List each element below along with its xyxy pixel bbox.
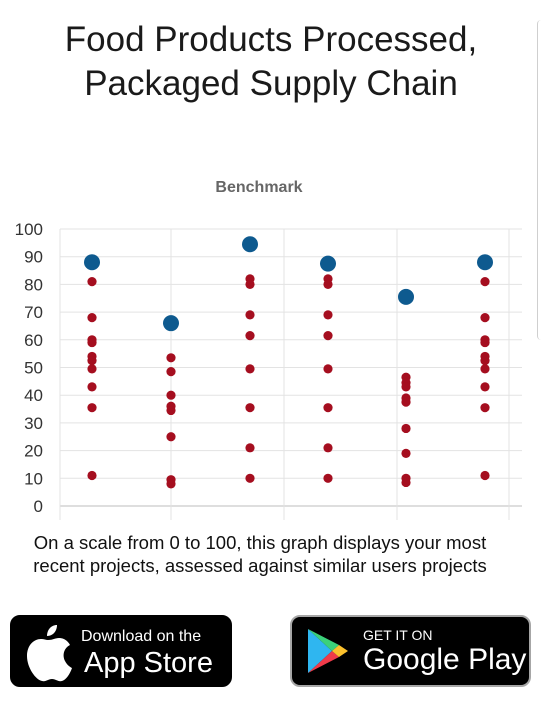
project-point — [401, 423, 411, 434]
project-point — [245, 443, 255, 453]
project-point — [87, 277, 97, 287]
benchmark-chart: Benchmark 0 10 20 30 40 50 60 70 80 90 100 — [15, 179, 522, 520]
project-point — [480, 382, 490, 392]
project-point — [480, 470, 490, 481]
project-point — [323, 364, 333, 374]
project-point — [87, 337, 97, 348]
y-tick-label: 10 — [24, 469, 43, 488]
y-tick-label: 70 — [24, 303, 43, 322]
y-tick-label: 60 — [24, 331, 43, 350]
page-title: Food Products Processed, Packaged Supply… — [0, 18, 542, 106]
benchmark-point — [398, 288, 414, 305]
chart-grid — [59, 228, 522, 520]
app-store-button[interactable]: Download on the App Store — [10, 615, 232, 687]
project-point — [323, 403, 333, 413]
google-play-button[interactable]: GET IT ON Google Play — [290, 615, 531, 687]
project-point — [480, 313, 490, 323]
caption-line-1: On a scale from 0 to 100, this graph dis… — [33, 532, 487, 553]
project-point — [401, 448, 411, 458]
y-axis-ticks: 0 10 20 30 40 50 60 70 80 90 100 — [15, 220, 43, 516]
project-point — [401, 382, 411, 392]
project-point — [480, 364, 490, 374]
y-tick-label: 20 — [24, 442, 43, 461]
chart-points — [84, 236, 493, 489]
project-point — [245, 473, 255, 483]
google-play-small-text: GET IT ON — [363, 627, 433, 643]
scroll-edge — [537, 20, 542, 340]
caption-line-2: recent projects, assessed against simila… — [33, 555, 487, 576]
project-point — [323, 443, 333, 453]
page-title-line-2: Packaged Supply Chain — [84, 64, 458, 103]
project-point — [401, 397, 411, 407]
project-point — [87, 313, 97, 323]
project-point — [323, 331, 333, 341]
project-point — [245, 331, 255, 341]
project-point — [166, 353, 176, 363]
benchmark-point — [320, 255, 336, 272]
project-point — [166, 432, 176, 442]
project-point — [480, 355, 490, 366]
project-point — [166, 367, 176, 377]
project-point — [323, 279, 333, 289]
project-point — [87, 355, 97, 366]
project-point — [245, 364, 255, 374]
app-store-big-text: App Store — [84, 647, 213, 679]
benchmark-point — [477, 254, 493, 271]
project-point — [166, 390, 176, 400]
google-play-big-text: Google Play — [363, 643, 527, 676]
project-point — [87, 470, 97, 481]
project-point — [480, 277, 490, 287]
project-point — [480, 337, 490, 348]
project-point — [245, 403, 255, 413]
y-tick-label: 90 — [24, 248, 43, 267]
benchmark-point — [242, 236, 258, 253]
project-point — [480, 403, 490, 413]
chart-caption: On a scale from 0 to 100, this graph dis… — [0, 531, 520, 577]
apple-icon — [27, 625, 72, 682]
project-point — [323, 310, 333, 320]
project-point — [166, 405, 176, 416]
benchmark-point — [84, 254, 100, 271]
benchmark-point — [163, 315, 179, 332]
y-tick-label: 0 — [34, 497, 43, 516]
google-play-icon — [308, 629, 348, 673]
chart-title: Benchmark — [215, 179, 302, 196]
y-tick-label: 100 — [15, 220, 43, 239]
page-title-line-1: Food Products Processed, — [64, 20, 478, 59]
project-point — [245, 279, 255, 289]
project-point — [245, 310, 255, 320]
y-tick-label: 80 — [24, 275, 43, 294]
project-point — [166, 479, 176, 489]
app-store-small-text: Download on the — [81, 628, 202, 645]
project-point — [87, 364, 97, 374]
y-tick-label: 30 — [24, 414, 43, 433]
y-tick-label: 50 — [24, 359, 43, 378]
project-point — [87, 403, 97, 413]
project-point — [87, 382, 97, 392]
project-point — [401, 477, 411, 488]
y-tick-label: 40 — [24, 386, 43, 405]
project-point — [323, 473, 333, 483]
